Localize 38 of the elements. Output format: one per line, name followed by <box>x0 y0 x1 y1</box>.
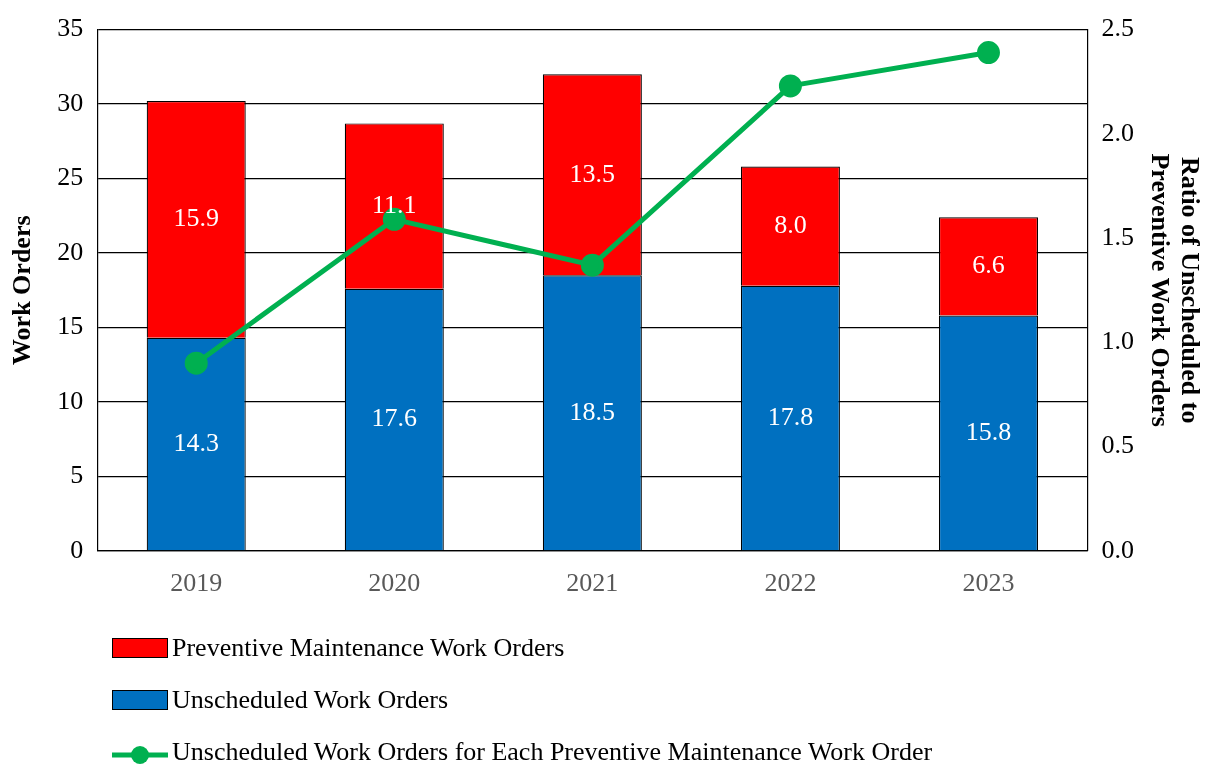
data-label: 15.8 <box>965 416 1012 446</box>
y-tick-label: 5 <box>70 460 84 490</box>
data-label: 14.3 <box>173 427 219 457</box>
y-tick-label: 25 <box>57 162 84 192</box>
data-label: 17.6 <box>371 403 418 433</box>
point <box>580 253 604 277</box>
x-tick-label: 2021 <box>566 568 619 598</box>
legend-label: Unscheduled Work Orders <box>172 685 449 715</box>
y2-axis-title: Ratio of Unscheduled to Preventive Work Orders <box>1146 153 1206 427</box>
y-tick-label: 30 <box>57 87 84 117</box>
point <box>976 41 1000 65</box>
x-tick-label: 2022 <box>764 568 817 598</box>
point <box>778 74 802 98</box>
y2-tick-label: 1.5 <box>1101 221 1134 251</box>
point <box>184 351 208 375</box>
x-tick-label: 2023 <box>962 568 1015 598</box>
y-tick-label: 0 <box>70 534 84 564</box>
data-label: 13.5 <box>569 158 616 188</box>
legend-label: Preventive Maintenance Work Orders <box>172 633 565 663</box>
y2-tick-label: 0.0 <box>1101 534 1134 564</box>
x-tick-label: 2020 <box>368 568 421 598</box>
y-axis-title: Work Orders <box>7 215 37 365</box>
y2-tick-label: 2.0 <box>1101 117 1134 147</box>
data-label: 15.9 <box>173 203 219 233</box>
legend-label: Unscheduled Work Orders for Each Preventive Maintenance Work Order <box>172 737 933 766</box>
y-tick-label: 15 <box>57 311 84 341</box>
y2-tick-label: 1.0 <box>1101 326 1134 356</box>
y2-tick-label: 2.5 <box>1101 13 1134 43</box>
data-label: 11.1 <box>372 189 417 219</box>
data-label: 6.6 <box>972 250 1005 280</box>
y-tick-label: 10 <box>57 385 84 415</box>
data-label: 8.0 <box>774 209 807 239</box>
x-tick-label: 2019 <box>170 568 223 598</box>
y-tick-label: 35 <box>57 13 84 43</box>
y2-tick-label: 0.5 <box>1101 430 1134 460</box>
data-label: 17.8 <box>767 401 814 431</box>
data-label: 18.5 <box>569 396 616 426</box>
y-tick-label: 20 <box>57 236 84 266</box>
